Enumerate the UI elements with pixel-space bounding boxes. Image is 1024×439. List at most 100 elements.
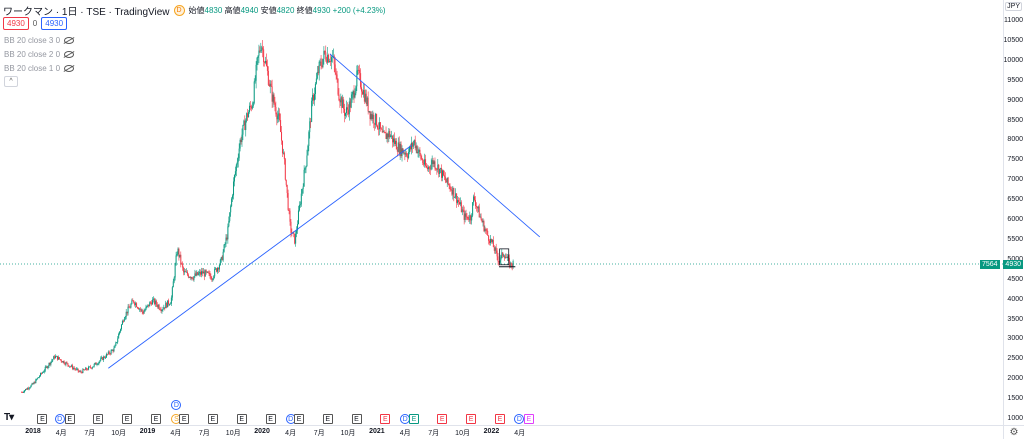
price-axis[interactable]: JPY 11000 10500 10000 9500 9000 8500 8000 7500 7… <box>980 0 1024 425</box>
candle-body <box>317 71 319 74</box>
candle-body <box>411 142 413 147</box>
earnings-marker[interactable]: E <box>151 414 161 424</box>
candle-body <box>479 216 481 218</box>
candle-body <box>492 239 494 248</box>
candle-body <box>56 355 58 360</box>
earnings-marker[interactable]: E <box>494 414 505 424</box>
candle-body <box>121 320 123 325</box>
earnings-marker[interactable]: E <box>437 414 448 424</box>
sell-button[interactable]: 4930 <box>3 17 29 30</box>
candle-body <box>157 305 159 307</box>
currency-selector[interactable]: JPY <box>1005 2 1022 11</box>
chart-area[interactable]: ワークマン · 1日 · TSE · TradingView D 始値4830 … <box>0 0 1003 425</box>
candle-body <box>42 371 44 373</box>
candle-body <box>99 360 101 362</box>
candle-body <box>138 308 140 310</box>
candle-body <box>506 257 508 259</box>
eye-hidden-icon[interactable] <box>64 65 75 72</box>
candle-body <box>224 243 226 245</box>
price-chart[interactable] <box>0 0 1003 425</box>
candle-body <box>96 364 98 366</box>
candle-body <box>233 181 235 196</box>
earnings-marker[interactable]: E <box>236 414 247 424</box>
earnings-marker[interactable]: E <box>122 414 133 424</box>
candle-body <box>426 167 428 170</box>
candle-body <box>186 271 188 275</box>
candle-body <box>101 357 103 359</box>
earnings-marker[interactable]: E <box>93 414 104 424</box>
settings-gear-icon[interactable]: ⚙ <box>1003 425 1024 439</box>
earnings-marker[interactable]: E <box>351 414 362 424</box>
candle-body <box>175 255 177 265</box>
candle-body <box>185 271 187 273</box>
candle-body <box>409 146 411 153</box>
candle-body <box>335 72 337 75</box>
symbol-title[interactable]: ワークマン · 1日 · TSE · TradingView <box>3 7 170 18</box>
time-axis[interactable]: 2018 4月 7月 10月 2019 4月 7月 10月 2020 4月 7月 10月 2021 4月 7… <box>0 425 1003 439</box>
candle-body <box>239 139 241 149</box>
candle-body <box>127 306 129 314</box>
candle-body <box>435 168 437 170</box>
earnings-marker[interactable]: E <box>64 414 75 424</box>
candle-body <box>379 122 381 129</box>
earnings-marker[interactable]: E <box>37 414 48 424</box>
candle-body <box>95 362 97 365</box>
candle-body <box>445 180 447 183</box>
candle-body <box>177 248 179 255</box>
candle-body <box>58 357 60 360</box>
candle-body <box>63 361 65 364</box>
candle-body <box>378 122 380 130</box>
price-tick: 5500 <box>1007 235 1023 243</box>
indicator-bb-2[interactable]: BB 20 close 2 0 <box>4 50 75 59</box>
earnings-marker[interactable]: E <box>207 414 218 424</box>
candle-body <box>449 185 451 190</box>
candle-body <box>349 101 351 108</box>
candle-body <box>263 49 265 63</box>
time-tick: 7月 <box>313 430 325 437</box>
candle-body <box>215 268 217 270</box>
candle-body <box>119 331 121 334</box>
candle-body <box>53 356 55 360</box>
candle-body <box>217 267 219 272</box>
candle-body <box>55 356 57 359</box>
candle-body <box>333 56 335 65</box>
candle-body <box>491 239 493 242</box>
earnings-marker[interactable]: E <box>408 414 419 424</box>
candle-body <box>104 357 106 359</box>
dividend-marker[interactable]: D <box>171 400 182 410</box>
candle-body <box>399 144 401 155</box>
buy-button[interactable]: 4930 <box>41 17 68 30</box>
candle-body <box>285 179 287 185</box>
earnings-marker[interactable]: E <box>523 414 534 424</box>
candle-body <box>84 369 86 371</box>
time-tick: 10月 <box>340 430 356 437</box>
candle-body <box>107 351 109 355</box>
candle-body <box>235 164 237 172</box>
earnings-marker[interactable]: E <box>380 414 391 424</box>
indicator-bb-1[interactable]: BB 20 close 1 0 <box>4 64 75 73</box>
earnings-marker[interactable]: E <box>294 414 305 424</box>
range-box <box>499 248 510 266</box>
candle-body <box>475 205 477 207</box>
dividend-marker[interactable]: D <box>54 414 65 424</box>
candle-body <box>74 368 76 370</box>
candle-body <box>425 159 427 166</box>
candle-body <box>327 54 329 63</box>
time-tick: 2019 <box>139 428 156 435</box>
earnings-marker[interactable]: E <box>322 414 333 424</box>
candle-body <box>31 383 33 385</box>
candle-body <box>207 271 209 273</box>
candle-body <box>148 304 150 307</box>
earnings-marker[interactable]: E <box>466 414 477 424</box>
eye-hidden-icon[interactable] <box>64 37 75 44</box>
candle-body <box>341 97 343 108</box>
earnings-marker[interactable]: E <box>265 414 276 424</box>
eye-hidden-icon[interactable] <box>64 51 75 58</box>
earnings-marker[interactable]: E <box>179 414 190 424</box>
candle-body <box>223 244 225 252</box>
chevron-up-icon[interactable]: ^ <box>4 76 18 87</box>
candle-body <box>355 86 357 94</box>
candle-body <box>472 202 474 216</box>
candle-body <box>143 311 145 314</box>
indicator-bb-3[interactable]: BB 20 close 3 0 <box>4 36 75 45</box>
